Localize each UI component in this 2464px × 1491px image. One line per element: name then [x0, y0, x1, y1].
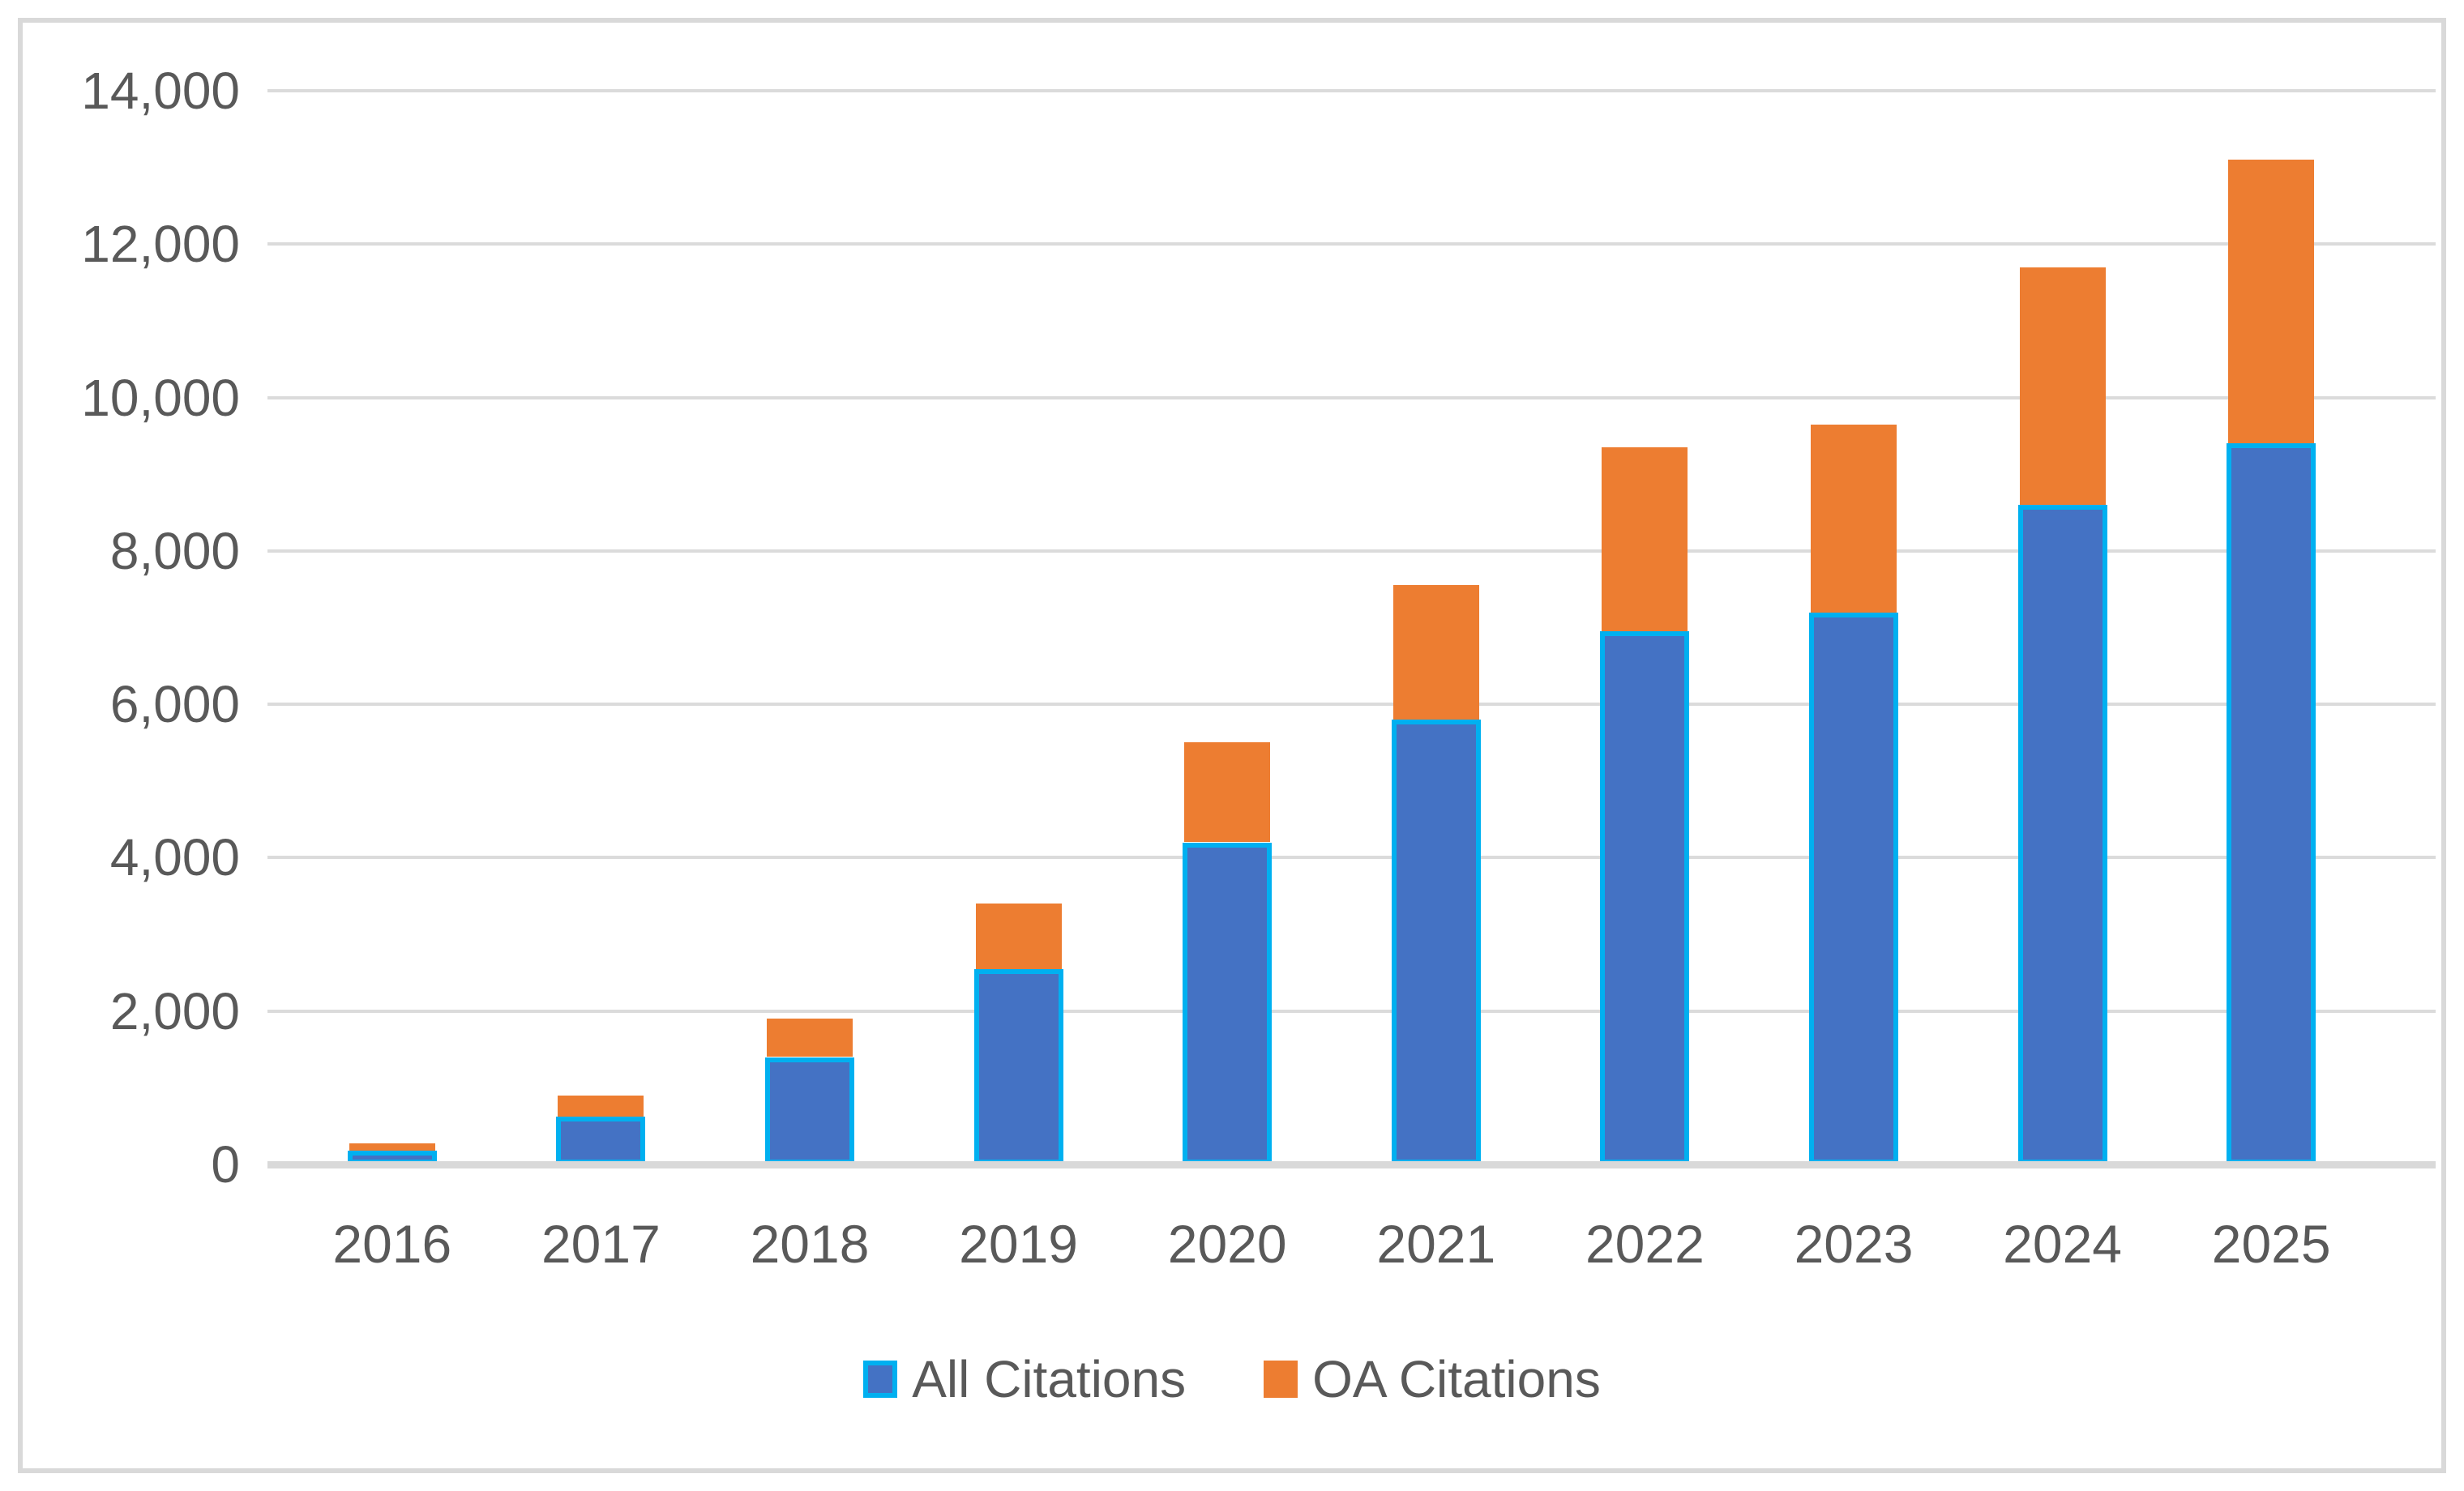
bar-oa-citations-2018[interactable] — [767, 1019, 853, 1057]
bar-all-citations-2023[interactable] — [1809, 612, 1898, 1164]
legend-entry-oa-citations[interactable]: OA Citations — [1264, 1353, 1601, 1405]
bar-all-citations-2020[interactable] — [1183, 842, 1273, 1164]
y-tick-label-14000: 14,000 — [81, 62, 240, 120]
bar-all-citations-2024[interactable] — [2017, 505, 2107, 1164]
gridline-2000 — [267, 1009, 2436, 1013]
legend-label-all-citations: All Citations — [912, 1350, 1187, 1408]
y-tick-label-8000: 8,000 — [109, 521, 240, 580]
x-tick-label-2016: 2016 — [332, 1214, 452, 1274]
x-tick-label-2023: 2023 — [1794, 1214, 1914, 1274]
bar-all-citations-2022[interactable] — [1600, 631, 1690, 1164]
legend-swatch-oa-citations — [1264, 1361, 1298, 1398]
bar-all-citations-2025[interactable] — [2227, 443, 2316, 1164]
gridline-10000 — [267, 395, 2436, 399]
bar-oa-citations-2020[interactable] — [1184, 742, 1271, 843]
bar-oa-citations-2016[interactable] — [349, 1143, 435, 1151]
bar-all-citations-2021[interactable] — [1391, 720, 1481, 1164]
chart-legend: All Citations OA Citations — [0, 1345, 2464, 1413]
legend-swatch-all-citations — [863, 1361, 898, 1398]
x-tick-label-2025: 2025 — [2211, 1214, 2331, 1274]
y-tick-label-4000: 4,000 — [109, 828, 240, 887]
x-axis-line — [267, 1161, 2436, 1168]
gridline-6000 — [267, 703, 2436, 707]
x-tick-label-2021: 2021 — [1376, 1214, 1496, 1274]
bar-oa-citations-2025[interactable] — [2228, 160, 2315, 444]
y-tick-label-6000: 6,000 — [109, 675, 240, 734]
gridline-4000 — [267, 856, 2436, 860]
bar-oa-citations-2023[interactable] — [1811, 424, 1897, 613]
gridline-12000 — [267, 242, 2436, 246]
y-tick-label-12000: 12,000 — [81, 215, 240, 274]
bar-oa-citations-2017[interactable] — [558, 1095, 644, 1117]
y-tick-label-10000: 10,000 — [81, 368, 240, 427]
bar-oa-citations-2019[interactable] — [975, 904, 1062, 969]
x-tick-label-2020: 2020 — [1167, 1214, 1287, 1274]
bar-all-citations-2018[interactable] — [765, 1057, 854, 1164]
x-tick-label-2017: 2017 — [541, 1214, 661, 1274]
x-tick-label-2024: 2024 — [2003, 1214, 2122, 1274]
y-tick-label-0: 0 — [211, 1135, 240, 1194]
legend-label-oa-citations: OA Citations — [1312, 1350, 1601, 1408]
gridline-14000 — [267, 89, 2436, 92]
bar-all-citations-2017[interactable] — [556, 1117, 646, 1164]
bar-oa-citations-2021[interactable] — [1392, 585, 1479, 720]
x-tick-label-2019: 2019 — [959, 1214, 1078, 1274]
x-tick-label-2022: 2022 — [1585, 1214, 1705, 1274]
legend-entry-all-citations[interactable]: All Citations — [863, 1353, 1186, 1405]
bar-oa-citations-2022[interactable] — [1602, 447, 1688, 632]
bar-all-citations-2019[interactable] — [973, 968, 1063, 1164]
y-tick-label-2000: 2,000 — [109, 981, 240, 1040]
gridline-8000 — [267, 549, 2436, 553]
bar-oa-citations-2024[interactable] — [2019, 267, 2106, 506]
x-tick-label-2018: 2018 — [750, 1214, 870, 1274]
